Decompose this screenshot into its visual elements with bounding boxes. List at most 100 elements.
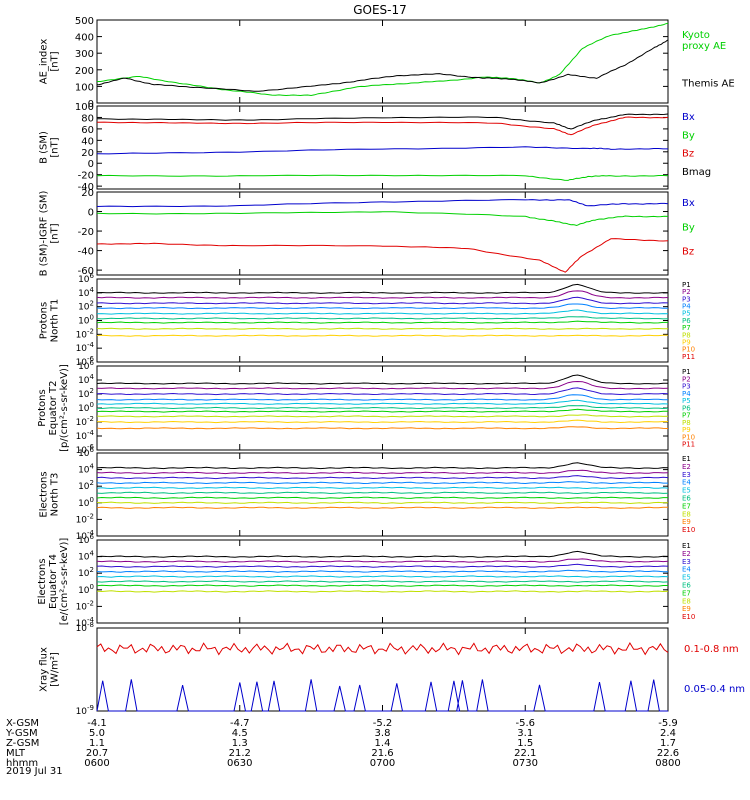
y-tick-label: 10-2	[76, 512, 94, 525]
series-bx	[96, 199, 669, 208]
footer-tick-value: 0700	[370, 758, 395, 769]
footer-tick-value: 1.5	[517, 738, 533, 749]
footer-tick-value: 20.7	[86, 748, 108, 759]
legend-label: E9	[682, 518, 691, 526]
channel-line	[96, 408, 668, 413]
legend-label: P9	[682, 426, 691, 434]
channel-line	[96, 506, 669, 509]
legend-label: P9	[682, 338, 691, 346]
legend-label: P10	[682, 433, 695, 441]
footer-tick-value: -5.2	[373, 718, 393, 729]
y-axis-label: [nT]	[50, 223, 61, 243]
legend-label: P5	[682, 397, 691, 405]
legend-label: Bz	[682, 247, 694, 258]
legend-label: P4	[682, 390, 691, 398]
y-tick-label: 20	[81, 188, 94, 199]
y-tick-label: 106	[78, 446, 94, 459]
y-tick-label: 40	[81, 136, 94, 147]
legend-label: Bx	[682, 112, 695, 123]
legend-label: Kyoto	[682, 30, 710, 41]
y-tick-label: 0	[88, 99, 94, 110]
legend-label: E10	[682, 526, 695, 534]
series-by	[96, 211, 669, 227]
channel-line	[96, 290, 669, 299]
legend-label: E1	[682, 455, 691, 463]
channel-line	[96, 419, 669, 424]
y-axis-label: North T1	[50, 299, 61, 343]
footer-row-label: Z-GSM	[6, 738, 39, 749]
y-axis-label: [W/m²]	[50, 652, 61, 687]
series-kyoto-proxy-ae	[97, 22, 669, 97]
y-tick-label: -20	[78, 227, 94, 238]
legend-label: P11	[682, 353, 695, 361]
legend-label: E6	[682, 495, 691, 503]
y-tick-label: 100	[75, 102, 94, 113]
channel-line	[96, 501, 669, 505]
y-tick-label: 80	[81, 113, 94, 124]
legend-label: E7	[682, 589, 691, 597]
y-axis-label: [nT]	[50, 51, 61, 71]
y-tick-label: 100	[78, 314, 94, 327]
channel-line	[96, 486, 669, 490]
footer-tick-value: -4.7	[230, 718, 250, 729]
legend-label: Bz	[682, 149, 694, 160]
legend-label: E7	[682, 502, 691, 510]
panel-xray: 10-9 10-8 Xray flux [W/m²] 0.1-0.8 nm 0.05-0.…	[39, 621, 746, 717]
y-tick-label: 100	[78, 496, 94, 509]
legend-label: E4	[682, 479, 691, 487]
channel-line	[96, 316, 669, 320]
legend-label: P3	[682, 295, 691, 303]
series-bx	[96, 146, 668, 155]
series-bz	[96, 238, 669, 273]
footer-row-label: MLT	[6, 748, 26, 759]
legend-label: P1	[682, 368, 691, 376]
y-axis-label: B (SM)-IGRF (SM)	[39, 191, 50, 277]
y-axis-label: Equator T4	[48, 554, 59, 609]
y-tick-label: 102	[78, 479, 94, 492]
y-tick-label: 200	[75, 66, 94, 77]
y-tick-label: -40	[78, 247, 94, 258]
y-tick-label: 106	[78, 359, 94, 372]
series-xray-0.1-0.8nm	[96, 641, 669, 656]
channel-line	[96, 569, 669, 573]
footer-tick-value: 1.7	[660, 738, 676, 749]
y-axis-label: Protons	[39, 302, 50, 339]
legend-label: Bx	[682, 198, 695, 209]
legend-label: proxy AE	[682, 41, 726, 52]
y-tick-label: 10-2	[76, 327, 94, 340]
y-tick-label: 60	[81, 125, 94, 136]
panel-frame	[96, 19, 669, 104]
footer-tick-value: 21.6	[371, 748, 393, 759]
legend-label: E3	[682, 558, 691, 566]
y-tick-label: 106	[78, 533, 94, 546]
footer-tick-value: -4.1	[87, 718, 107, 729]
y-axis-label: B (SM)	[39, 131, 50, 164]
y-tick-label: 400	[75, 33, 94, 44]
legend-label: E2	[682, 550, 691, 558]
legend-label: P2	[682, 288, 691, 296]
series-themis-ae	[96, 39, 669, 92]
legend-label: P6	[682, 404, 691, 412]
y-tick-label: 100	[78, 401, 94, 414]
y-tick-label: 300	[75, 49, 94, 60]
legend-label: P7	[682, 412, 691, 420]
y-tick-label: 102	[78, 566, 94, 579]
legend-label: 0.1-0.8 nm	[684, 644, 739, 655]
y-tick-label: 104	[78, 286, 94, 299]
channel-line	[96, 496, 668, 500]
y-tick-label: 100	[75, 82, 94, 93]
y-tick-label: 10-8	[76, 621, 94, 634]
footer-tick-value: 22.1	[514, 748, 536, 759]
footer-tick-value: 0800	[655, 758, 680, 769]
y-tick-label: -40	[78, 182, 94, 193]
legend-label: E1	[682, 542, 691, 550]
footer-tick-value: 3.1	[517, 728, 533, 739]
channel-line	[96, 584, 668, 587]
footer-tick-value: 0600	[84, 758, 109, 769]
series-by	[96, 174, 669, 181]
y-tick-label: 106	[78, 272, 94, 285]
legend-label: E8	[682, 597, 691, 605]
